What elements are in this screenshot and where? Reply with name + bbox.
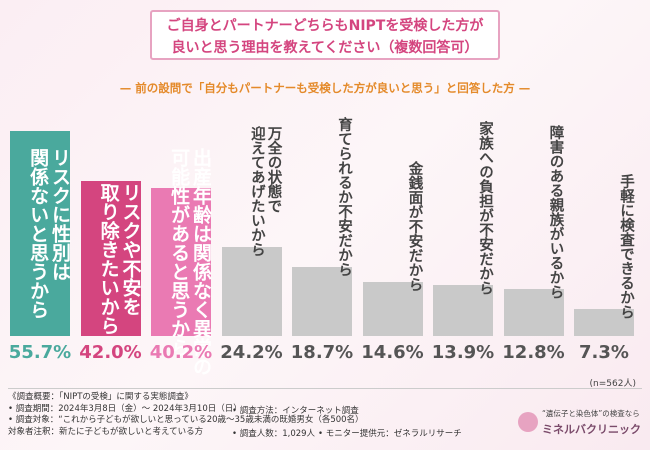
- bar: [221, 246, 282, 336]
- footer-provider: • モニター提供元：ゼネラルリサーチ: [318, 428, 462, 439]
- value-label: 13.9%: [431, 342, 495, 363]
- category-label: 育てられるか不安だから: [336, 117, 352, 277]
- logo-tagline: “遺伝子と染色体”の検査なら: [542, 409, 640, 418]
- title-box: ご自身とパートナーどちらもNIPTを受検した方が 良いと思う理由を教えてください…: [150, 10, 500, 60]
- bar: [433, 284, 493, 336]
- footer-line: • 調査対象：“これから子どもが欲しいと思っている20歳〜35歳未満の既婚男女（…: [8, 415, 364, 425]
- category-label: 障害のある親族がいるから: [547, 124, 564, 299]
- value-label: 42.0%: [79, 342, 142, 363]
- value-label: 7.3%: [579, 342, 629, 363]
- bar: [362, 282, 423, 336]
- value-label: 14.6%: [361, 342, 424, 363]
- bar: [151, 188, 211, 336]
- footer-line: 《調査概要：「NIPTの受検」に関する実態調査》: [8, 392, 193, 402]
- bar: [80, 181, 141, 336]
- bar: [574, 309, 634, 336]
- value-label: 18.7%: [290, 342, 354, 363]
- footer-line: 対象者注釈：新たに子どもが欲しいと考えている方: [8, 426, 204, 437]
- value-label: 55.7%: [8, 342, 72, 363]
- subtitle: 前の設問で「自分もパートナーも受検した方が良いと思う」と回答した方: [135, 81, 515, 95]
- bar: [10, 131, 70, 336]
- footer: 《調査概要：「NIPTの受検」に関する実態調査》 • 調査期間：2024年3月8…: [8, 392, 364, 438]
- logo-name: ミネルバクリニック: [542, 423, 641, 436]
- bar: [503, 288, 564, 336]
- footer-line: • 調査期間：2024年3月8日（金）〜 2024年3月10日（日）: [8, 403, 242, 414]
- logo-icon: [518, 412, 538, 432]
- sample-note: (n=562人): [589, 379, 636, 389]
- category-label: 万全の状態で 迎えてあげたいから: [248, 125, 282, 257]
- footer-method: • 調査方法：インターネット調査: [232, 405, 359, 416]
- category-label: リスクに性別は 関係ないと思うから: [27, 148, 71, 319]
- footer-count: • 調査人数：1,029人: [232, 428, 316, 439]
- title-line: ご自身とパートナーどちらもNIPTを受検した方が: [166, 18, 484, 34]
- category-label: 家族への負担が不安だから: [477, 120, 493, 295]
- divider: [8, 388, 642, 389]
- value-label: 12.8%: [502, 342, 565, 363]
- subtitle-row: — 前の設問で「自分もパートナーも受検した方が良いと思う」と回答した方 —: [119, 81, 531, 95]
- category-label: リスクや不安を 取り除きたいから: [97, 182, 142, 335]
- value-label: 40.2%: [149, 342, 213, 363]
- category-label: 金銭面が不安だから: [406, 161, 423, 292]
- bar: [292, 267, 352, 336]
- title-line: 良いと思う理由を教えてください（複数回答可）: [171, 40, 479, 56]
- category-label: 手軽に検査できるから: [618, 174, 634, 320]
- category-label: 出産年齢は関係なく異常の 可能性があると思うから: [168, 148, 212, 377]
- value-label: 24.2%: [220, 342, 283, 363]
